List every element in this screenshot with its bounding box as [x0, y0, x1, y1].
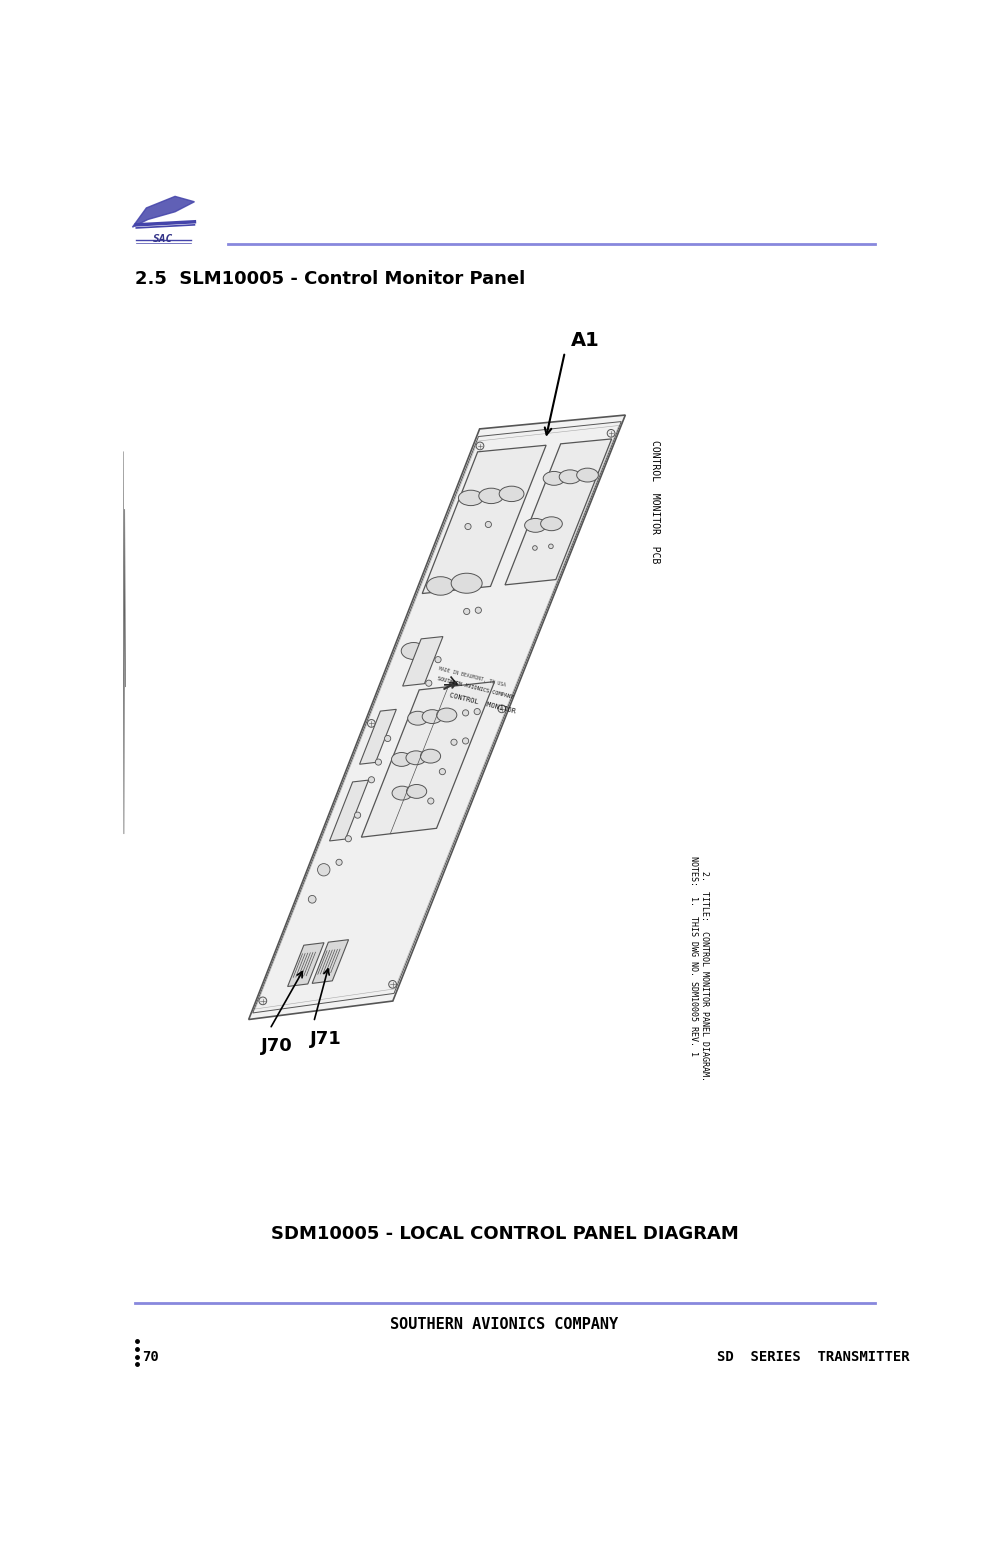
Circle shape: [463, 710, 469, 716]
Polygon shape: [403, 637, 443, 686]
Text: 70: 70: [142, 1350, 159, 1364]
Polygon shape: [253, 421, 622, 1013]
Text: SOUTHERN AVIONICS COMPANY: SOUTHERN AVIONICS COMPANY: [390, 1317, 619, 1332]
Polygon shape: [505, 439, 612, 585]
Circle shape: [465, 523, 471, 530]
Circle shape: [498, 705, 505, 713]
Text: J71: J71: [310, 1030, 342, 1048]
Circle shape: [474, 708, 481, 714]
Polygon shape: [330, 780, 368, 842]
Text: SAC: SAC: [154, 233, 173, 244]
Circle shape: [367, 719, 375, 727]
Text: NOTES:  1.  THIS DWG NO. SDM10005 REV. 1: NOTES: 1. THIS DWG NO. SDM10005 REV. 1: [689, 856, 698, 1056]
Polygon shape: [288, 943, 324, 986]
Text: CONTROL  MONITOR  PCB: CONTROL MONITOR PCB: [650, 441, 660, 564]
Circle shape: [368, 776, 374, 783]
Text: SDM10005 - LOCAL CONTROL PANEL DIAGRAM: SDM10005 - LOCAL CONTROL PANEL DIAGRAM: [271, 1225, 739, 1242]
Circle shape: [463, 738, 469, 744]
Ellipse shape: [541, 517, 562, 531]
Text: A1: A1: [571, 331, 600, 351]
Circle shape: [549, 544, 554, 548]
Circle shape: [439, 769, 445, 775]
Circle shape: [384, 736, 391, 742]
Text: SD  SERIES  TRANSMITTER: SD SERIES TRANSMITTER: [716, 1350, 909, 1364]
Circle shape: [435, 657, 441, 663]
Circle shape: [336, 859, 342, 865]
Circle shape: [607, 430, 615, 438]
Ellipse shape: [543, 472, 564, 485]
Text: J70: J70: [260, 1037, 293, 1054]
Circle shape: [427, 798, 433, 804]
Ellipse shape: [479, 488, 503, 503]
Ellipse shape: [407, 784, 427, 798]
Polygon shape: [248, 415, 625, 1019]
Ellipse shape: [408, 711, 427, 725]
Circle shape: [475, 607, 482, 613]
Ellipse shape: [559, 471, 581, 483]
Circle shape: [451, 739, 457, 745]
Circle shape: [355, 812, 361, 818]
Ellipse shape: [499, 486, 524, 502]
Circle shape: [464, 609, 470, 615]
Circle shape: [317, 863, 330, 876]
Circle shape: [259, 997, 267, 1005]
Circle shape: [375, 759, 381, 766]
Ellipse shape: [451, 573, 483, 593]
Ellipse shape: [406, 750, 427, 764]
Circle shape: [345, 836, 352, 842]
Ellipse shape: [576, 467, 598, 481]
Ellipse shape: [423, 710, 442, 724]
Ellipse shape: [436, 708, 457, 722]
Ellipse shape: [525, 519, 547, 533]
Polygon shape: [423, 446, 546, 593]
Polygon shape: [312, 940, 349, 983]
Text: 2.5  SLM10005 - Control Monitor Panel: 2.5 SLM10005 - Control Monitor Panel: [135, 270, 525, 287]
Ellipse shape: [401, 643, 427, 660]
Text: MADE IN BEAUMONT, TX USA: MADE IN BEAUMONT, TX USA: [438, 666, 506, 688]
Ellipse shape: [421, 749, 440, 763]
Ellipse shape: [458, 491, 484, 506]
Ellipse shape: [392, 786, 412, 800]
Ellipse shape: [427, 576, 454, 595]
Polygon shape: [360, 710, 396, 764]
Circle shape: [426, 680, 431, 686]
Circle shape: [308, 896, 316, 904]
Ellipse shape: [391, 753, 412, 766]
Circle shape: [389, 980, 397, 988]
Circle shape: [476, 443, 484, 450]
Circle shape: [533, 545, 537, 550]
Polygon shape: [132, 196, 194, 227]
Text: SOUTHERN AVIONICS COMPANY: SOUTHERN AVIONICS COMPANY: [436, 676, 513, 700]
Text: 2.  TITLE:  CONTROL MONITOR PANEL DIAGRAM.: 2. TITLE: CONTROL MONITOR PANEL DIAGRAM.: [699, 831, 709, 1081]
Polygon shape: [361, 682, 494, 837]
Text: CONTROL  MONITOR: CONTROL MONITOR: [448, 693, 516, 714]
Circle shape: [486, 522, 492, 528]
